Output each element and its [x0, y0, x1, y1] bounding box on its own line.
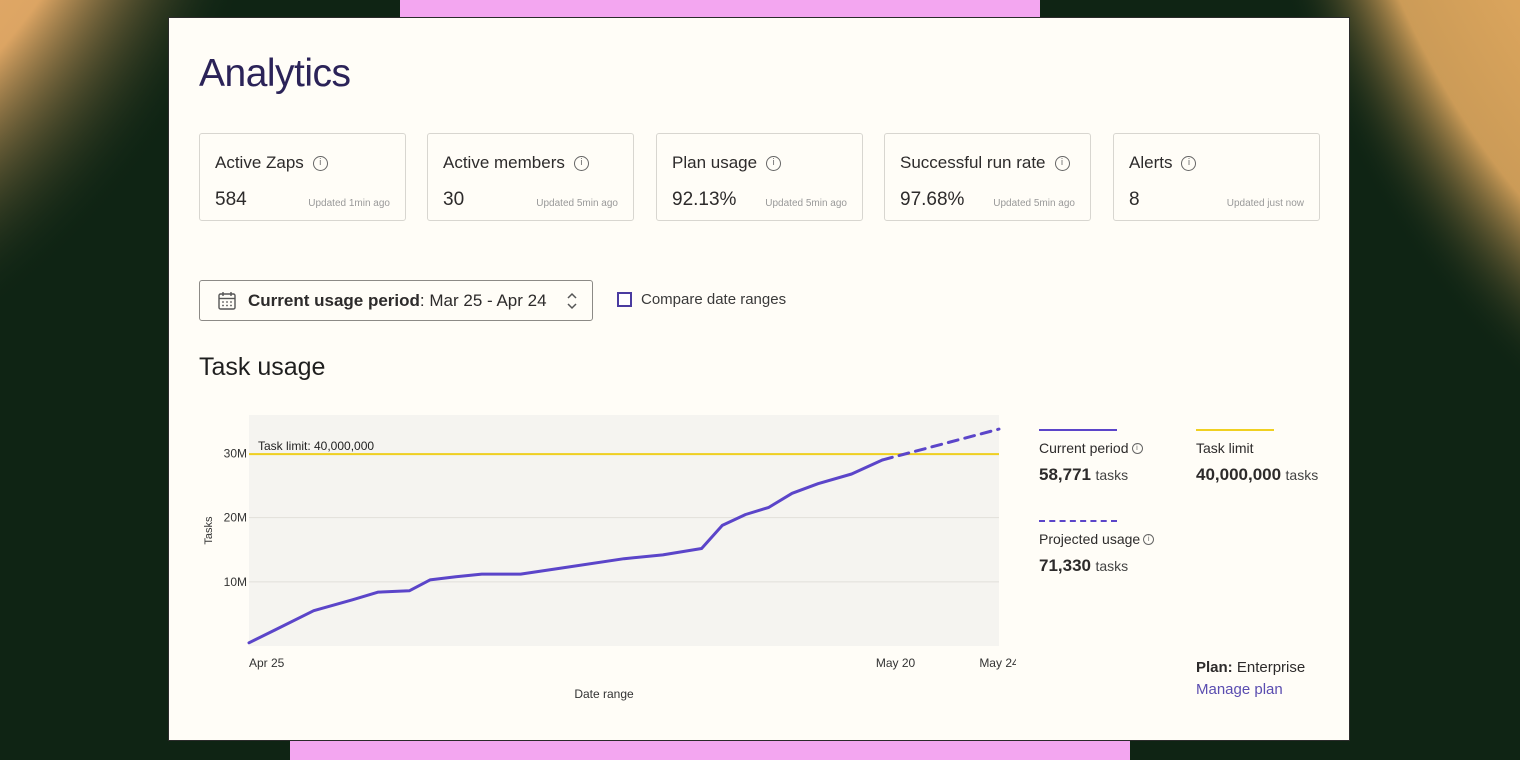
card-value: 584 — [215, 189, 247, 210]
card-label: Alerts i — [1129, 153, 1197, 173]
info-icon[interactable]: i — [312, 155, 328, 171]
legend-current-value-row: 58,771 tasks — [1039, 465, 1128, 485]
card-label: Active members i — [443, 153, 589, 173]
legend-limit-swatch — [1196, 429, 1274, 431]
legend-limit-name-row: Task limit — [1196, 440, 1254, 456]
card-label-text: Alerts — [1129, 153, 1173, 172]
card-active-members: Active members i 30 Updated 5min ago — [427, 133, 634, 221]
card-value: 30 — [443, 189, 465, 210]
legend-limit-name: Task limit — [1196, 440, 1254, 456]
legend-projected-unit: tasks — [1095, 558, 1129, 574]
legend-projected-value: 71,330 — [1039, 556, 1091, 575]
usage-period-text: Current usage period: Mar 25 - Apr 24 — [248, 291, 547, 311]
card-updated: Updated 5min ago — [536, 198, 618, 209]
legend-current-value: 58,771 — [1039, 465, 1091, 484]
legend-limit-value-row: 40,000,000 tasks — [1196, 465, 1318, 485]
legend-task-limit: Task limit 40,000,000 tasks — [1196, 429, 1346, 489]
legend-projected-usage: Projected usage i 71,330 tasks — [1039, 520, 1189, 580]
task-limit-label: Task limit: 40,000,000 — [258, 439, 374, 453]
plan-value: Enterprise — [1236, 659, 1306, 676]
card-label-text: Successful run rate — [900, 153, 1046, 172]
info-icon[interactable]: i — [1143, 533, 1155, 545]
compare-checkbox[interactable] — [617, 292, 632, 307]
y-axis-label: Tasks — [203, 516, 215, 545]
x-tick-label: May 24 — [979, 656, 1016, 670]
card-label: Plan usage i — [672, 153, 782, 173]
card-value: 8 — [1129, 189, 1140, 210]
chevron-up-down-icon — [567, 292, 577, 310]
usage-period-select[interactable]: Current usage period: Mar 25 - Apr 24 — [199, 280, 593, 321]
card-plan-usage: Plan usage i 92.13% Updated 5min ago — [656, 133, 863, 221]
card-label-text: Active members — [443, 153, 565, 172]
card-label-text: Active Zaps — [215, 153, 304, 172]
card-label-text: Plan usage — [672, 153, 758, 172]
legend-current-name-row: Current period i — [1039, 440, 1143, 456]
legend-current-name: Current period — [1039, 440, 1129, 456]
x-axis-label: Date range — [574, 687, 634, 701]
legend-projected-name-row: Projected usage i — [1039, 531, 1155, 547]
card-successful-run-rate: Successful run rate i 97.68% Updated 5mi… — [884, 133, 1091, 221]
y-tick-label: 10M — [224, 575, 247, 589]
card-label: Successful run rate i — [900, 153, 1070, 173]
legend-projected-name: Projected usage — [1039, 531, 1141, 547]
legend-projected-swatch — [1039, 520, 1117, 522]
legend-limit-unit: tasks — [1285, 467, 1319, 483]
legend-current-period: Current period i 58,771 tasks — [1039, 429, 1189, 489]
usage-period-value: Mar 25 - Apr 24 — [429, 291, 547, 310]
card-label: Active Zaps i — [215, 153, 328, 173]
current-period-line — [247, 458, 885, 645]
plan-label: Plan: — [1196, 659, 1233, 676]
compare-label: Compare date ranges — [641, 291, 787, 308]
card-updated: Updated 5min ago — [765, 198, 847, 209]
legend-current-unit: tasks — [1095, 467, 1129, 483]
card-updated: Updated just now — [1226, 198, 1304, 209]
legend-current-swatch — [1039, 429, 1117, 431]
x-tick-label: Apr 25 — [249, 656, 285, 670]
info-icon[interactable]: i — [766, 155, 782, 171]
y-tick-label: 20M — [224, 511, 247, 525]
card-value: 92.13% — [672, 189, 737, 210]
info-icon[interactable]: i — [1181, 155, 1197, 171]
task-usage-chart: 10M 20M 30M Task limit: 40,000,000 Apr 25 May… — [203, 415, 1016, 701]
card-updated: Updated 1min ago — [308, 198, 390, 209]
legend-limit-value: 40,000,000 — [1196, 465, 1282, 484]
card-active-zaps: Active Zaps i 584 Updated 1min ago — [199, 133, 406, 221]
analytics-panel: Analytics Active Zaps i 584 Updated 1min… — [168, 17, 1350, 741]
info-icon[interactable]: i — [1131, 442, 1143, 454]
card-alerts: Alerts i 8 Updated just now — [1113, 133, 1320, 221]
y-tick-label: 30M — [224, 447, 247, 461]
x-tick-label: May 20 — [876, 656, 916, 670]
compare-date-ranges[interactable]: Compare date ranges — [617, 291, 786, 308]
projected-usage-line — [881, 427, 1001, 462]
plan-info: Plan: Enterprise — [1196, 659, 1305, 676]
calendar-icon — [218, 292, 236, 310]
info-icon[interactable]: i — [1054, 155, 1070, 171]
page-title: Analytics — [199, 52, 351, 95]
card-updated: Updated 5min ago — [993, 198, 1075, 209]
usage-period-separator: : — [419, 291, 425, 310]
info-icon[interactable]: i — [573, 155, 589, 171]
legend-projected-value-row: 71,330 tasks — [1039, 556, 1128, 576]
card-value: 97.68% — [900, 189, 965, 210]
manage-plan-link[interactable]: Manage plan — [1196, 681, 1283, 698]
usage-period-label: Current usage period — [248, 291, 420, 310]
task-usage-title: Task usage — [199, 353, 326, 381]
